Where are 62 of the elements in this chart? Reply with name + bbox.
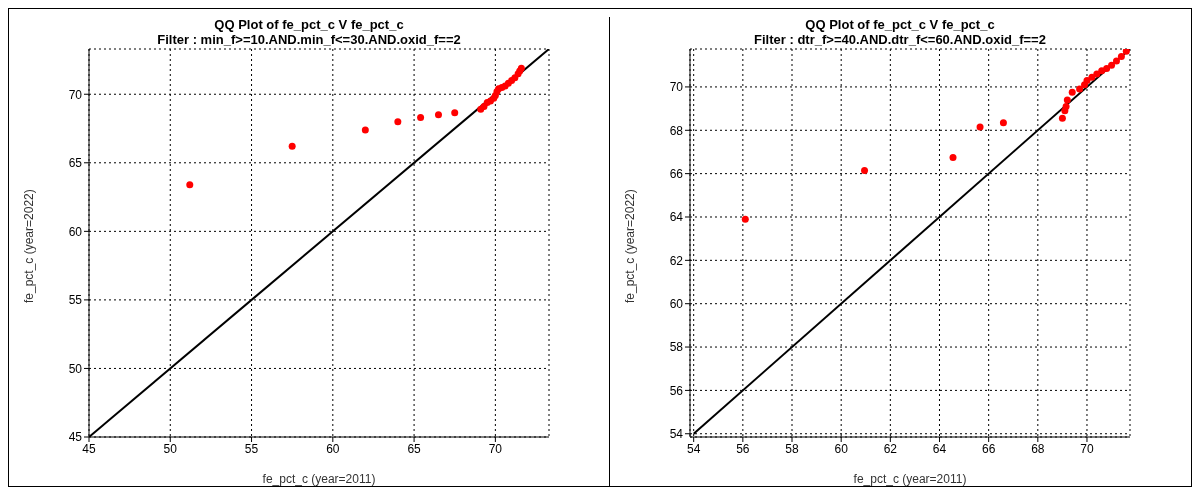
point [1063, 96, 1071, 104]
x-tick-label: 60 [326, 441, 340, 456]
x-tick-label: 54 [687, 441, 701, 456]
x-axis-title: fe_pct_c (year=2011) [262, 472, 376, 486]
y-tick-label: 60 [68, 224, 83, 239]
point [394, 118, 402, 126]
x-tick-label: 65 [407, 441, 422, 456]
y-tick-label: 58 [669, 340, 684, 355]
y-tick-label: 45 [68, 430, 83, 445]
point [417, 114, 425, 122]
y-tick-label: 50 [68, 361, 83, 376]
y-axis-title: fe_pct_c (year=2022) [22, 189, 37, 303]
point [1068, 88, 1076, 96]
x-tick-label: 62 [883, 441, 898, 456]
point [288, 142, 296, 150]
point [861, 166, 869, 174]
x-tick-label: 55 [244, 441, 259, 456]
point [949, 153, 957, 161]
chart-subtitle: Filter : min_f>=10.AND.min_f<=30.AND.oxid_f==2 [156, 32, 462, 47]
y-tick-label: 70 [68, 87, 83, 102]
x-tick-label: 50 [163, 441, 178, 456]
point [1083, 76, 1091, 84]
point [434, 111, 442, 119]
point [976, 123, 984, 131]
point [1062, 102, 1070, 110]
x-tick-label: 56 [736, 441, 750, 456]
point [1117, 53, 1125, 61]
y-tick-label: 62 [669, 253, 684, 268]
point [1103, 65, 1111, 73]
x-tick-label: 70 [1080, 441, 1094, 456]
x-tick-label: 45 [82, 441, 96, 456]
point [361, 126, 369, 134]
y-tick-label: 56 [669, 383, 684, 398]
point [1058, 114, 1066, 122]
chart-title: QQ Plot of fe_pct_c V fe_pct_c [213, 17, 405, 32]
point [999, 119, 1007, 127]
y-axis-title: fe_pct_c (year=2022) [623, 189, 638, 303]
chart-title: QQ Plot of fe_pct_c V fe_pct_c [804, 17, 996, 32]
y-tick-label: 65 [68, 156, 83, 171]
x-axis-title: fe_pct_c (year=2011) [853, 472, 967, 486]
point [1122, 49, 1130, 55]
point [186, 181, 194, 189]
point [1108, 61, 1116, 69]
x-tick-label: 68 [1031, 441, 1045, 456]
point [451, 109, 459, 117]
x-tick-label: 70 [488, 441, 503, 456]
y-tick-label: 68 [669, 123, 684, 138]
y-tick-label: 60 [669, 296, 684, 311]
x-tick-label: 66 [981, 441, 996, 456]
y-tick-label: 55 [68, 293, 83, 308]
x-tick-label: 60 [834, 441, 849, 456]
x-tick-label: 64 [932, 441, 947, 456]
point [1076, 85, 1084, 93]
point [1088, 73, 1096, 81]
point [1112, 57, 1120, 65]
y-tick-label: 64 [669, 210, 684, 225]
point [741, 215, 749, 223]
y-tick-label: 66 [669, 166, 684, 181]
y-tick-label: 54 [669, 427, 684, 442]
x-tick-label: 58 [785, 441, 800, 456]
y-tick-label: 70 [669, 80, 684, 95]
chart-subtitle: Filter : dtr_f>=40.AND.dtr_f<=60.AND.oxid_f==2 [753, 32, 1047, 47]
